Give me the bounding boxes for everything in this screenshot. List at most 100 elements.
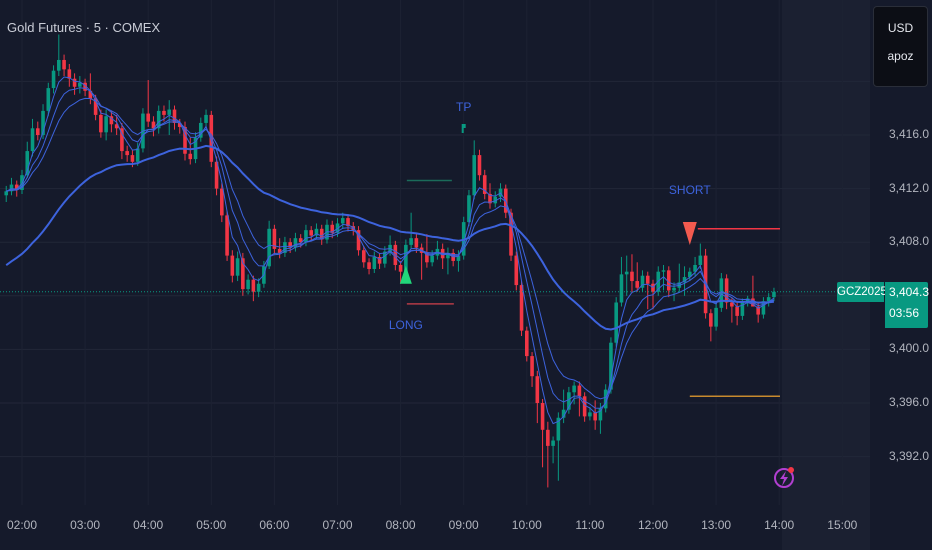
- candle-body: [377, 256, 382, 264]
- candle-body: [162, 110, 166, 115]
- candle-body: [57, 59, 61, 71]
- candle-body: [120, 128, 124, 152]
- long-label: LONG: [388, 318, 423, 332]
- candle-body: [540, 403, 545, 430]
- candle-body: [609, 342, 613, 390]
- candle-body: [577, 385, 582, 397]
- candle-body: [688, 271, 692, 278]
- candle-body: [241, 258, 245, 290]
- candle-body: [151, 121, 156, 129]
- candle-body: [319, 228, 324, 240]
- candle-body: [220, 188, 224, 216]
- candle-body: [698, 255, 703, 265]
- candle-body: [556, 417, 561, 441]
- candle-body: [582, 396, 587, 417]
- time-tick-label: 10:00: [511, 518, 542, 532]
- candle-body: [314, 228, 319, 236]
- candle-body: [598, 408, 603, 421]
- candle-body: [83, 82, 87, 91]
- candle-body: [198, 122, 203, 138]
- candle-body: [456, 255, 461, 261]
- candle-body: [225, 215, 229, 256]
- candle-body: [682, 277, 687, 283]
- candle-body: [404, 244, 408, 272]
- candle-body: [772, 291, 776, 298]
- tp-label: TP: [456, 100, 472, 114]
- candle-body: [14, 184, 19, 190]
- candle-body: [693, 264, 697, 272]
- time-tick-label: 13:00: [701, 518, 732, 532]
- short-label: SHORT: [668, 183, 711, 197]
- candle-body: [414, 238, 419, 248]
- candle-body: [430, 255, 434, 263]
- tp-flag-icon: [461, 124, 466, 133]
- candle-body: [493, 196, 498, 204]
- candle-body: [614, 302, 618, 343]
- candle-body: [409, 238, 413, 245]
- candle-body: [740, 302, 745, 316]
- last-price: 3,404.3: [889, 285, 930, 299]
- candle-body: [672, 287, 676, 291]
- symbol-badge: GCZ2025: [837, 282, 887, 302]
- candle-body: [346, 218, 350, 227]
- time-tick-label: 08:00: [385, 518, 416, 532]
- candle-body: [398, 264, 403, 272]
- candle-body: [277, 248, 282, 253]
- price-tick-label: 3,396.0: [889, 395, 930, 409]
- candle-body: [135, 148, 140, 162]
- candle-body: [446, 252, 450, 259]
- moving-average-line: [6, 97, 775, 400]
- candle-body: [309, 230, 314, 236]
- candle-body: [167, 109, 172, 115]
- price-tick-label: 3,416.0: [889, 127, 930, 141]
- candle-body: [256, 283, 261, 292]
- candle-body: [172, 109, 177, 123]
- candle-body: [530, 356, 534, 377]
- short-signal-triangle: [682, 222, 697, 245]
- candle-body: [372, 256, 377, 269]
- time-tick-label: 04:00: [133, 518, 164, 532]
- candle-body: [472, 155, 477, 196]
- candle-body: [304, 230, 308, 243]
- candle-body: [509, 212, 513, 256]
- candle-body: [640, 275, 645, 288]
- candle-body: [88, 90, 93, 99]
- candle-body: [482, 175, 487, 194]
- bar-countdown: 03:56: [889, 306, 920, 320]
- last-price-badge: 3,404.3 03:56: [885, 282, 930, 328]
- candle-body: [67, 69, 72, 79]
- lightning-icon[interactable]: [774, 467, 794, 488]
- unit-label: apoz: [887, 49, 914, 63]
- currency-unit-button[interactable]: USD apoz: [873, 6, 928, 87]
- time-tick-label: 06:00: [259, 518, 290, 532]
- candle-body: [46, 88, 51, 111]
- candle-body: [204, 114, 208, 123]
- candle-body: [588, 412, 592, 417]
- candle-body: [761, 301, 766, 315]
- candle-body: [467, 195, 471, 223]
- time-tick-label: 15:00: [827, 518, 858, 532]
- candle-body: [267, 228, 271, 267]
- time-tick-label: 03:00: [70, 518, 101, 532]
- long-signal-triangle: [399, 265, 412, 284]
- candle-body: [298, 238, 303, 243]
- candle-body: [361, 250, 366, 263]
- candle-body: [340, 218, 345, 224]
- candle-body: [735, 306, 739, 316]
- candle-body: [730, 302, 734, 307]
- candle-body: [546, 429, 550, 446]
- candle-body: [72, 78, 77, 87]
- candle-body: [93, 98, 98, 115]
- candle-body: [666, 270, 671, 291]
- candle-body: [146, 113, 150, 122]
- candle-body: [183, 126, 187, 154]
- candle-body: [756, 306, 760, 315]
- candle-body: [214, 161, 219, 189]
- candle-body: [109, 116, 114, 125]
- candle-body: [288, 242, 292, 248]
- candle-body: [603, 389, 608, 409]
- candle-body: [425, 252, 429, 263]
- candle-body: [35, 128, 40, 135]
- candle-body: [41, 110, 45, 135]
